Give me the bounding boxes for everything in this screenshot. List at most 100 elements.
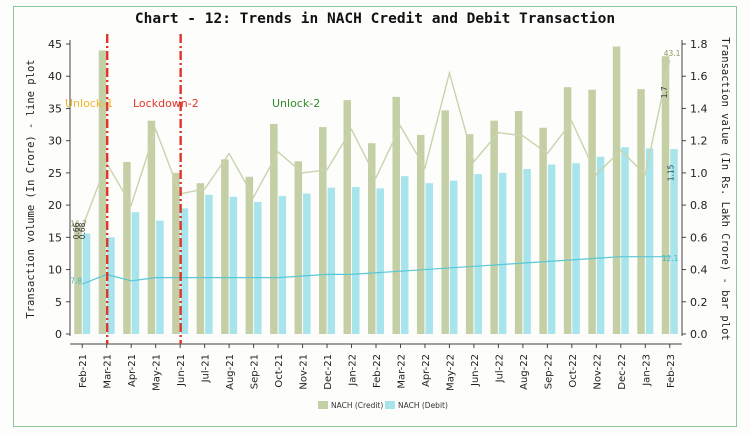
x-tick-label: Feb-22 [372, 354, 383, 388]
credit-bar [392, 96, 400, 334]
debit-bar [376, 188, 384, 334]
chart-title: Chart - 12: Trends in NACH Credit and De… [134, 11, 616, 27]
credit-bar [319, 127, 327, 334]
x-tick-label: Jun-21 [176, 354, 187, 387]
data-label: 1.15 [667, 164, 676, 181]
left-tick-label: 45 [48, 38, 62, 51]
x-tick-label: Dec-21 [323, 354, 334, 390]
data-label: 1.7 [660, 86, 669, 98]
x-tick-label: Oct-21 [274, 354, 285, 388]
debit-bar [229, 196, 238, 334]
left-tick-label: 35 [48, 102, 62, 115]
right-tick-label: 1.4 [690, 102, 708, 115]
credit-bar [661, 56, 670, 334]
left-tick-label: 10 [48, 264, 62, 277]
y-axis-right-title: Transaction value (In Rs. Lakh Crore) - … [719, 37, 731, 340]
credit-bar [563, 87, 572, 334]
x-tick-label: Aug-21 [225, 354, 236, 390]
x-tick-label: Jan-23 [641, 354, 652, 387]
data-label: 16.7 [70, 219, 87, 228]
right-tick-label: 0.0 [690, 328, 708, 341]
credit-bar [416, 134, 425, 334]
x-tick-label: Aug-22 [519, 354, 530, 390]
credit-bar [245, 176, 254, 334]
x-tick-label: May-22 [445, 354, 456, 391]
x-tick-label: Nov-22 [592, 354, 603, 390]
credit-bar [294, 161, 303, 334]
left-tick-label: 0 [55, 328, 62, 341]
legend-label-credit: NACH (Credit) [331, 401, 383, 410]
right-tick-label: 1.0 [690, 167, 708, 180]
left-tick-label: 5 [55, 296, 62, 309]
debit-bar [400, 176, 409, 334]
debit-bar [572, 163, 580, 334]
credit-bar [368, 143, 376, 334]
credit-bar [465, 134, 474, 334]
credit-bar [612, 46, 621, 334]
debit-bar [523, 169, 531, 334]
right-tick-label: 0.6 [690, 231, 708, 244]
x-tick-label: Feb-23 [666, 354, 677, 388]
credit-bar [221, 159, 229, 334]
debit-bar [180, 208, 189, 334]
debit-bar [303, 193, 311, 334]
credit-bar [441, 110, 449, 334]
debit-bar [645, 148, 654, 334]
debit-bar [547, 164, 556, 334]
legend-swatch-debit [385, 401, 395, 409]
x-tick-label: Oct-22 [568, 354, 579, 388]
x-tick-label: Mar-22 [396, 354, 407, 389]
debit-bar [82, 233, 91, 334]
left-tick-label: 20 [48, 199, 62, 212]
x-tick-label: Apr-21 [127, 354, 138, 387]
debit-bar [131, 212, 140, 334]
right-tick-label: 1.8 [690, 38, 708, 51]
credit-bar [98, 50, 107, 334]
debit-bar [425, 183, 433, 334]
right-tick-label: 0.4 [690, 264, 708, 277]
debit-bar [254, 201, 262, 334]
debit-value-line [82, 256, 670, 285]
credit-bar [147, 120, 156, 334]
x-tick-label: Jan-22 [348, 354, 359, 387]
debit-bar [596, 156, 605, 334]
credit-value-line [81, 59, 671, 228]
debit-bar [498, 172, 507, 334]
credit-bar [539, 127, 547, 335]
debit-bar [670, 149, 678, 334]
credit-bar [588, 89, 596, 334]
data-label: 12.1 [662, 254, 679, 263]
data-label: 7.8 [70, 277, 82, 286]
debit-bar [352, 187, 360, 334]
x-tick-label: Jul-22 [494, 354, 505, 383]
right-tick-label: 1.2 [690, 135, 708, 148]
right-tick-label: 1.6 [690, 70, 708, 83]
x-tick-label: Sep-21 [250, 354, 261, 389]
debit-bar [278, 196, 287, 334]
debit-bar [205, 194, 213, 334]
left-tick-label: 40 [48, 70, 62, 83]
x-tick-label: Mar-21 [103, 354, 114, 389]
x-tick-label: Jul-21 [201, 354, 212, 383]
credit-bar [172, 172, 180, 334]
credit-bar [514, 111, 523, 335]
credit-bar [637, 89, 645, 334]
debit-bar [474, 174, 482, 334]
x-tick-label: Apr-22 [421, 354, 432, 387]
data-label: 0.68 [78, 222, 87, 239]
data-label: 0.66 [72, 222, 81, 239]
phase-label: Unlock-2 [272, 97, 320, 110]
credit-bar [74, 226, 82, 334]
x-tick-label: Feb-21 [78, 354, 89, 388]
x-tick-label: May-21 [152, 354, 163, 391]
left-tick-label: 25 [48, 167, 62, 180]
debit-bar [621, 147, 629, 334]
credit-bar [270, 123, 278, 335]
debit-bar [327, 187, 336, 334]
data-label: 43.1 [664, 49, 681, 58]
x-tick-label: Dec-22 [617, 354, 628, 390]
y-axis-left-title: Transaction volume (In Crore) - line plo… [25, 59, 37, 318]
credit-bar [343, 100, 352, 334]
left-tick-label: 15 [48, 231, 62, 244]
